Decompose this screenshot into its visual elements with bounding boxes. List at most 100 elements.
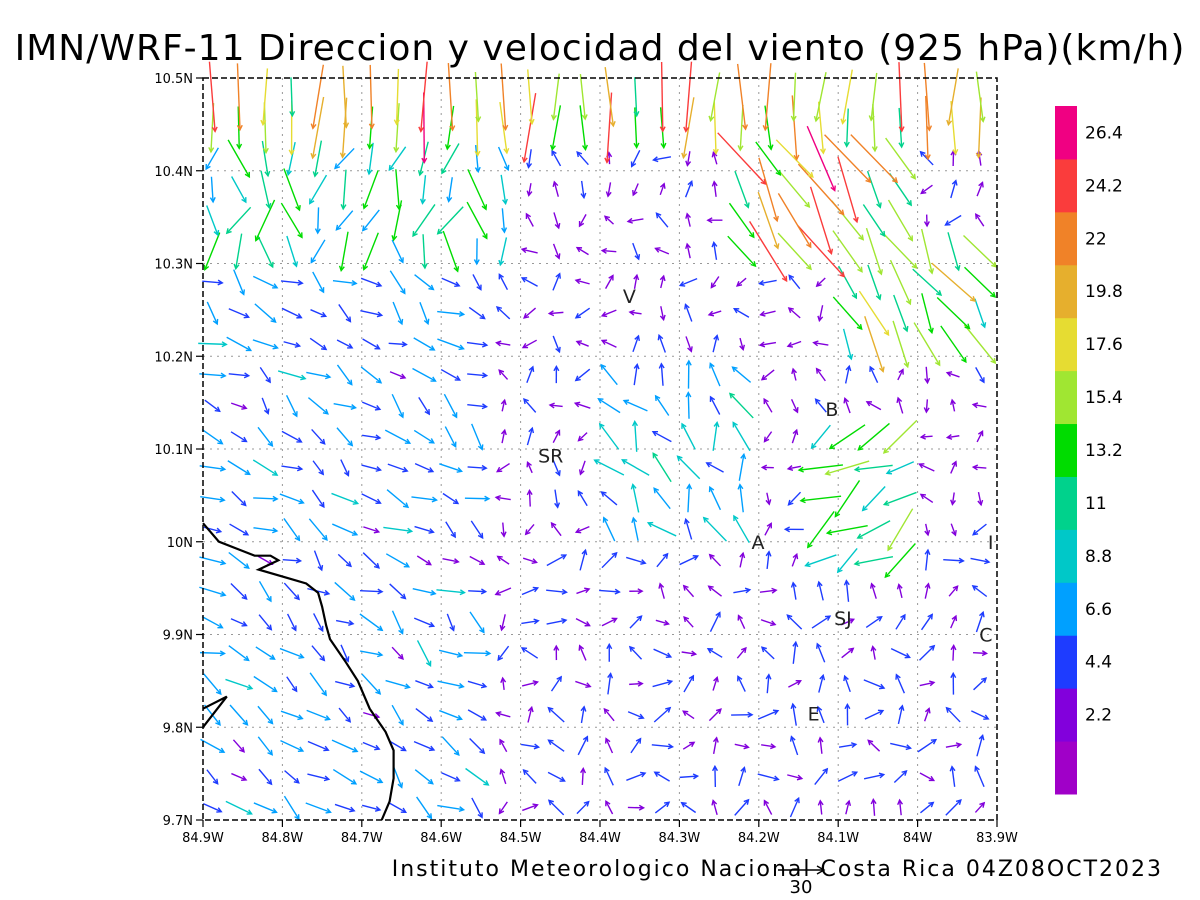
coastline: [202, 522, 395, 821]
wind-vector: [843, 397, 851, 414]
place-label: I: [988, 532, 994, 554]
wind-vector: [522, 768, 537, 784]
wind-vector: [964, 266, 997, 298]
wind-vector: [737, 614, 746, 630]
wind-vector: [918, 463, 935, 472]
wind-vector: [336, 364, 353, 386]
wind-vector: [261, 397, 270, 415]
wind-vector: [227, 460, 251, 476]
wind-vector: [653, 706, 672, 723]
wind-vector: [441, 277, 461, 287]
wind-vector: [973, 677, 988, 691]
place-label: SR: [538, 445, 563, 467]
wind-vector: [712, 101, 719, 155]
wind-vector: [940, 325, 967, 364]
wind-vector: [950, 398, 956, 412]
wind-vector: [789, 735, 799, 756]
wind-vector: [599, 588, 621, 595]
wind-vector: [466, 341, 489, 348]
wind-vector: [311, 645, 326, 662]
wind-vector: [335, 619, 355, 626]
lon-tick-label: 84.2W: [738, 831, 780, 846]
wind-vector: [550, 73, 560, 121]
wind-vector: [500, 63, 509, 132]
wind-vector: [335, 210, 354, 231]
wind-vector: [790, 581, 797, 600]
wind-vector: [757, 191, 780, 250]
wind-vector: [857, 422, 890, 451]
wind-vector: [393, 68, 400, 126]
wind-vector: [342, 65, 350, 129]
wind-vector: [919, 644, 936, 661]
wind-vector: [629, 588, 644, 595]
wind-vector: [707, 310, 722, 317]
wind-vector: [816, 580, 824, 601]
wind-vector: [499, 738, 508, 753]
wind-vector: [521, 93, 537, 164]
lon-tick-label: 84.9W: [182, 831, 224, 846]
reference-vector-label: 30: [790, 877, 813, 898]
wind-vector: [261, 140, 271, 178]
wind-vector: [840, 69, 853, 125]
wind-vector: [630, 150, 641, 168]
wind-vector: [893, 294, 909, 333]
wind-vector: [923, 707, 931, 722]
wind-vector: [632, 183, 639, 197]
wind-vector: [604, 67, 616, 128]
wind-vector: [676, 455, 701, 480]
wind-vector: [286, 235, 299, 268]
colorbar-segment: [1055, 106, 1077, 160]
place-labels: V SR B A SJ C E I: [538, 286, 993, 725]
wind-vector: [413, 337, 436, 351]
wind-vector: [252, 339, 279, 350]
wind-vector: [919, 433, 933, 440]
wind-vector: [974, 298, 987, 329]
wind-vector: [748, 221, 788, 283]
wind-vector: [832, 296, 863, 331]
wind-vector: [547, 799, 565, 816]
wind-vector: [521, 339, 537, 349]
wind-vector: [580, 767, 587, 785]
wind-vector: [547, 739, 565, 752]
wind-vector: [283, 795, 300, 821]
wind-vector: [736, 646, 747, 659]
wind-vector: [391, 239, 404, 264]
wind-vector: [208, 61, 218, 133]
wind-vector: [863, 679, 886, 690]
wind-vector: [415, 708, 434, 723]
wind-vector: [436, 589, 466, 596]
wind-vector: [626, 217, 644, 224]
wind-vector: [253, 527, 279, 534]
wind-vector: [603, 707, 615, 722]
wind-vector: [574, 368, 591, 382]
wind-vector: [604, 737, 614, 754]
wind-vector: [228, 551, 250, 570]
wind-vector: [310, 239, 326, 264]
speed-colorbar: 2.2 4.4 6.6 8.8 11 13.2 15.4 17.6 19.8 22 24.2 26.4: [1055, 106, 1123, 795]
wind-vector: [755, 141, 782, 176]
wind-vector: [467, 372, 489, 379]
wind-vector: [310, 309, 328, 318]
wind-vector: [950, 492, 957, 506]
wind-vector: [280, 710, 304, 721]
wind-vector: [310, 64, 325, 130]
wind-vector: [447, 62, 456, 132]
wind-vector: [797, 163, 845, 216]
wind-vector: [816, 705, 825, 724]
wind-vector: [253, 802, 278, 814]
wind-vector: [659, 61, 666, 133]
wind-vector: [260, 170, 272, 210]
latitude-axis: 10.5N 10.4N 10.3N 10.2N 10.1N 10N 9.9N 9.8N 9.7N: [154, 72, 203, 829]
wind-vector: [717, 132, 767, 186]
place-label: SJ: [834, 608, 852, 630]
wind-vector: [949, 765, 956, 787]
wind-vector: [685, 336, 693, 353]
wind-vector: [520, 647, 539, 659]
wind-vector: [739, 337, 746, 352]
wind-vector: [812, 340, 829, 347]
wind-vector: [653, 487, 671, 510]
wind-vector: [547, 706, 565, 723]
wind-vector: [388, 146, 407, 172]
wind-vector: [945, 371, 960, 378]
wind-vector: [895, 673, 906, 694]
